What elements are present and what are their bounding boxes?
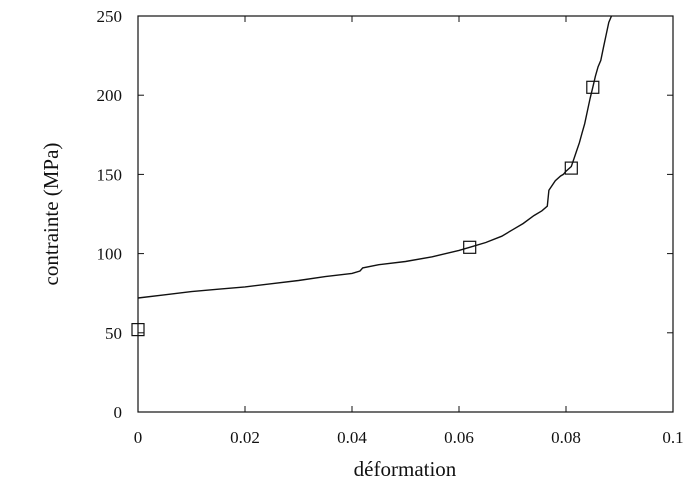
x-tick-label: 0.1 — [662, 428, 683, 447]
x-tick-label: 0.08 — [551, 428, 581, 447]
y-tick-label: 100 — [97, 245, 123, 264]
square-marker — [463, 240, 477, 254]
x-tick-labels: 0 0.02 0.04 0.06 0.08 0.1 — [134, 428, 684, 447]
y-tick-label: 250 — [97, 7, 123, 26]
stress-strain-curve — [137, 15, 613, 299]
square-markers — [131, 80, 600, 337]
y-tick-labels: 0 50 100 150 200 250 — [97, 7, 123, 422]
axis-ticks — [137, 15, 674, 413]
x-tick-label: 0.06 — [444, 428, 474, 447]
square-marker — [586, 80, 600, 94]
y-tick-label: 150 — [97, 165, 123, 184]
x-tick-label: 0 — [134, 428, 143, 447]
x-tick-label: 0.02 — [230, 428, 260, 447]
y-axis-title: contrainte (MPa) — [39, 143, 63, 286]
plot-frame — [137, 15, 674, 413]
square-marker — [564, 161, 578, 175]
x-tick-label: 0.04 — [337, 428, 367, 447]
y-tick-label: 200 — [97, 86, 123, 105]
y-tick-label: 0 — [114, 403, 123, 422]
square-marker — [131, 323, 145, 337]
y-tick-label: 50 — [105, 324, 122, 343]
x-axis-title: déformation — [354, 457, 457, 481]
